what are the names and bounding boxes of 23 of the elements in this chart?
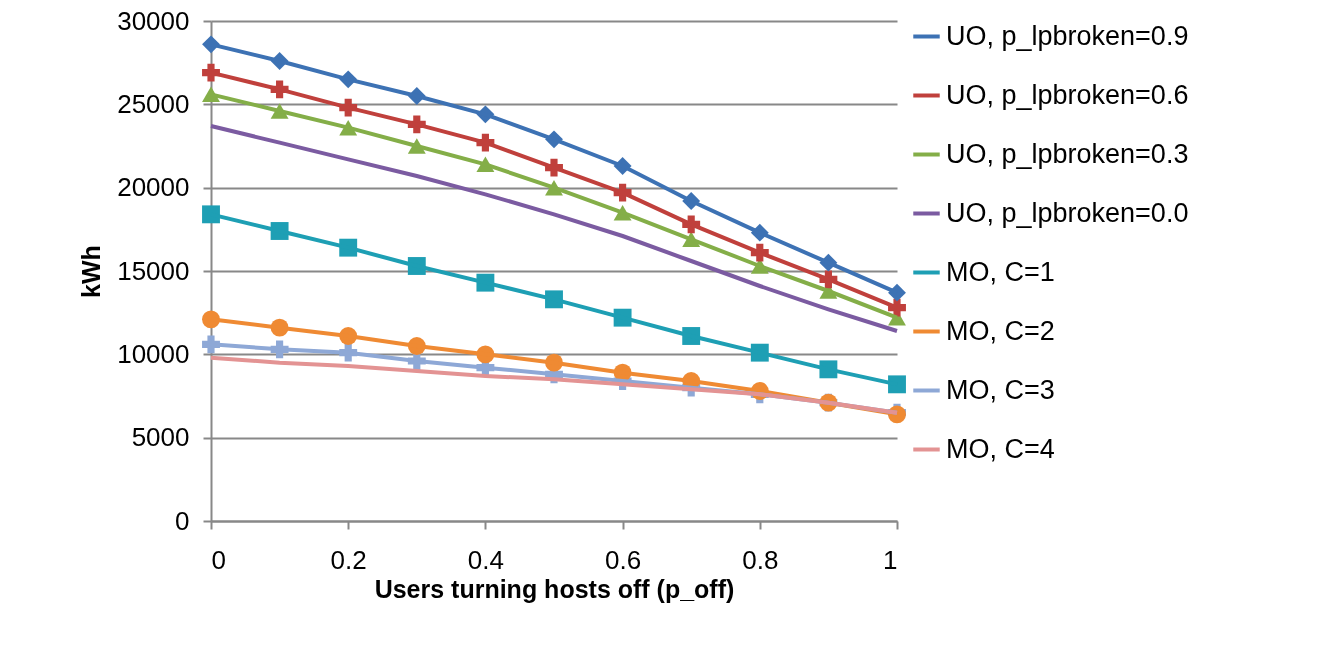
y-tick-label: 15000 — [117, 255, 190, 286]
x-tick-label: 0.4 — [467, 544, 504, 575]
legend-label: MO, C=2 — [946, 315, 1055, 346]
legend-label: UO, p_lpbroken=0.3 — [946, 138, 1189, 169]
legend-label: UO, p_lpbroken=0.9 — [946, 20, 1189, 51]
legend-label: MO, C=1 — [946, 256, 1055, 287]
y-axis-title: kWh — [77, 245, 106, 298]
y-tick-label: 0 — [175, 505, 190, 536]
y-tick-label: 10000 — [117, 338, 190, 369]
x-tick-label: 1 — [883, 544, 898, 575]
x-tick-label: 0 — [211, 544, 226, 575]
x-axis-title: Users turning hosts off (p_off) — [374, 574, 735, 603]
y-tick-label: 5000 — [131, 422, 190, 453]
x-tick-label: 0.2 — [330, 544, 367, 575]
x-tick-label: 0.8 — [742, 544, 779, 575]
legend-label: MO, C=3 — [946, 374, 1055, 405]
y-tick-label: 30000 — [117, 5, 190, 36]
y-tick-label: 25000 — [117, 88, 190, 119]
legend-label: MO, C=4 — [946, 433, 1055, 464]
legend-label: UO, p_lpbroken=0.0 — [946, 197, 1189, 228]
x-tick-label: 0.6 — [605, 544, 642, 575]
y-tick-label: 20000 — [117, 172, 190, 203]
legend-label: UO, p_lpbroken=0.6 — [946, 79, 1189, 110]
